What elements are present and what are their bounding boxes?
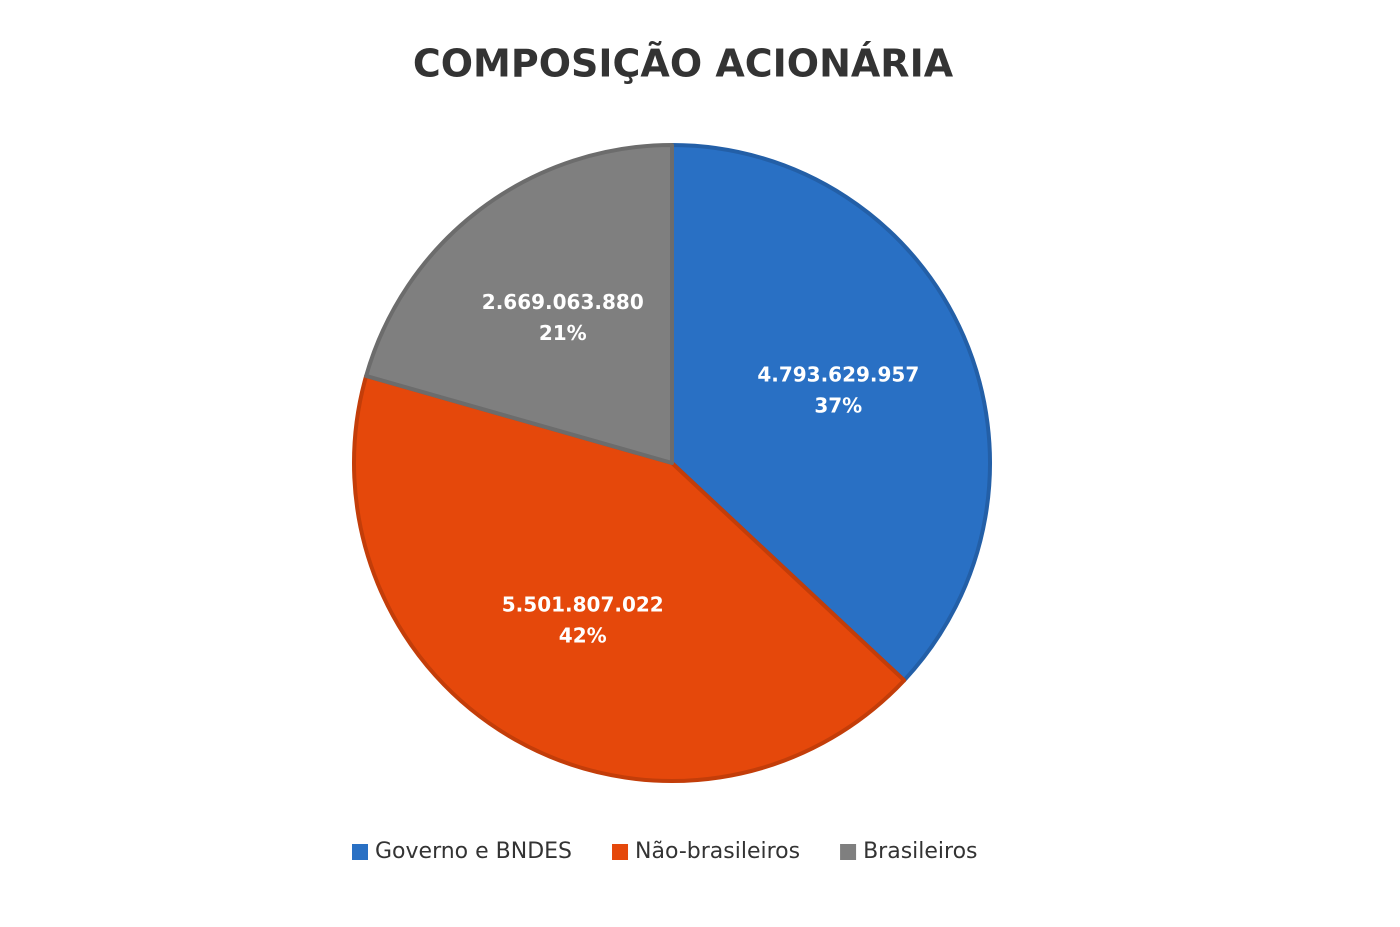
legend-swatch: [352, 844, 368, 860]
pie-slice: [364, 143, 674, 465]
percent-label: 42%: [559, 623, 607, 647]
legend-label: Brasileiros: [863, 839, 977, 864]
legend-swatch: [612, 844, 629, 860]
pie-slice: [670, 143, 992, 683]
legend-label: Não-brasileiros: [635, 839, 800, 864]
chart-title: COMPOSIÇÃO ACIONÁRIA: [413, 42, 954, 86]
pie-slice: [352, 373, 907, 783]
percent-label: 37%: [814, 393, 862, 417]
data-label: 5.501.807.022: [502, 592, 664, 616]
data-label: 2.669.063.880: [482, 290, 644, 314]
percent-label: 21%: [539, 321, 587, 345]
data-label: 4.793.629.957: [757, 362, 919, 386]
legend-label: Governo e BNDES: [375, 839, 572, 864]
legend-swatch: [840, 844, 857, 860]
